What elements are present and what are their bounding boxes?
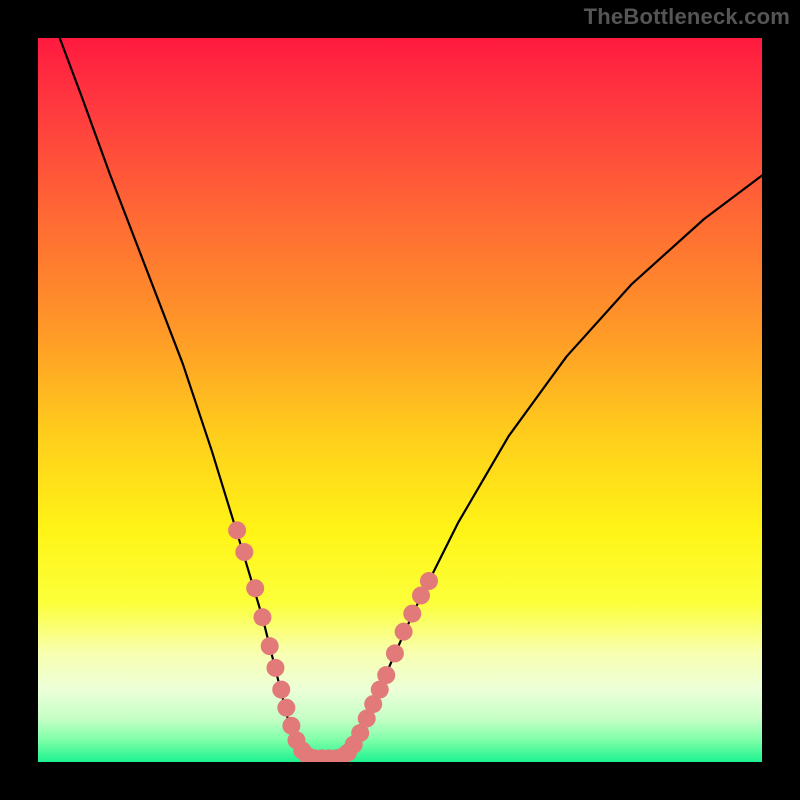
plot-area xyxy=(38,38,762,762)
marker-dot xyxy=(386,644,404,662)
marker-dot xyxy=(420,572,438,590)
marker-dot xyxy=(246,579,264,597)
marker-dot xyxy=(272,681,290,699)
marker-dot xyxy=(228,521,246,539)
marker-dot xyxy=(395,623,413,641)
marker-dot xyxy=(261,637,279,655)
marker-dot xyxy=(377,666,395,684)
marker-dot xyxy=(235,543,253,561)
marker-dot xyxy=(403,605,421,623)
marker-dot xyxy=(266,659,284,677)
chart-svg xyxy=(38,38,762,762)
marker-dot xyxy=(253,608,271,626)
watermark-text: TheBottleneck.com xyxy=(584,4,790,30)
chart-frame: TheBottleneck.com xyxy=(0,0,800,800)
marker-dot xyxy=(277,699,295,717)
